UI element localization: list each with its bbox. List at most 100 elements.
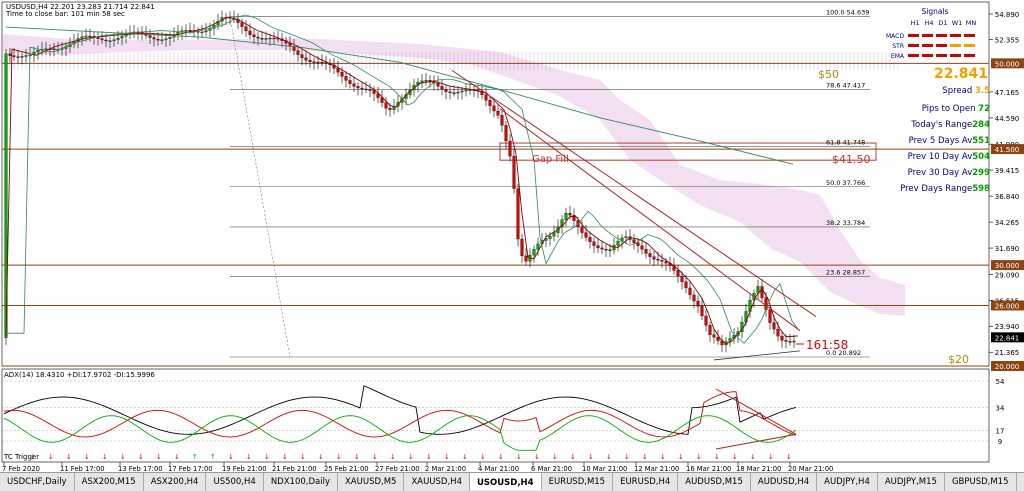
candle-body	[712, 334, 716, 338]
candle-body	[788, 341, 792, 343]
candle-body	[148, 35, 152, 38]
candle-body	[592, 241, 596, 246]
candle-body	[700, 306, 704, 317]
today-label: Today's Range	[911, 120, 973, 130]
candle-body	[560, 219, 564, 227]
candle-body	[372, 90, 376, 94]
candle-body	[36, 50, 40, 53]
candle-body	[116, 37, 120, 40]
signal-indicator	[936, 54, 947, 57]
price-axis-label: 20.000	[995, 363, 1020, 371]
candle-body	[580, 226, 584, 233]
signals-column-w1: W1	[952, 19, 963, 27]
price-axis-label: 47.165	[995, 89, 1020, 97]
fibonacci-levels: 100.0 54.639 78.6 47.417 61.8 41.748 50.0 3…	[229, 9, 870, 358]
prev5-label: Prev 5 Days Av	[908, 136, 973, 146]
signal-indicator	[964, 44, 975, 47]
candle-body	[692, 294, 696, 302]
chart-tab[interactable]: US500,H4	[206, 473, 264, 491]
signal-indicator	[908, 44, 919, 47]
signals-column-h1: H1	[910, 19, 919, 27]
trigger-down-arrow: ↓	[606, 453, 612, 461]
signal-indicator	[908, 54, 919, 57]
chart-tab[interactable]: EURUSD,M15	[542, 473, 614, 491]
adx-axis-label: 9	[998, 438, 1002, 446]
candle-body	[52, 48, 56, 50]
chart-tab[interactable]: XAUUSD,H4	[404, 473, 470, 491]
time-axis-label: 27 Feb 21:00	[375, 465, 420, 473]
candle-body	[656, 259, 660, 261]
candle-body	[8, 53, 12, 56]
candle-body	[84, 35, 88, 38]
price-axis-label: 54.890	[995, 11, 1020, 19]
spread-value: 3.5	[974, 86, 990, 96]
trigger-down-arrow: ↓	[588, 453, 594, 461]
chart-tab[interactable]: AUDUSD,H4	[751, 473, 818, 491]
fib-label: 0.0 20.892	[826, 349, 861, 357]
prev10-label: Prev 10 Day Av	[907, 152, 973, 162]
candle-body	[572, 215, 576, 221]
downtrend-line-inner	[499, 108, 801, 332]
signals-title: Signals	[922, 7, 949, 16]
adx-minus-di-line	[3, 391, 797, 438]
signal-indicator	[908, 34, 919, 37]
time-axis-label: 12 Mar 21:00	[634, 465, 679, 473]
chart-tab[interactable]: AUDUSD,M15	[678, 473, 751, 491]
trigger-down-arrow: ↓	[696, 453, 702, 461]
candle-body	[504, 125, 508, 142]
candle-body	[664, 261, 668, 264]
candle-body	[312, 61, 316, 63]
candle-body	[168, 37, 172, 39]
time-axis-label: 10 Mar 21:00	[582, 465, 627, 473]
candle-body	[296, 50, 300, 55]
chart-tab[interactable]: AUDJPY,H4	[817, 473, 878, 491]
candle-body	[80, 36, 84, 39]
chart-tab[interactable]: USDCHF,Daily	[0, 473, 75, 491]
candle-body	[708, 325, 712, 335]
candle-body	[596, 245, 600, 249]
candle-body	[420, 80, 424, 83]
trigger-down-arrow: ↓	[426, 453, 432, 461]
trigger-down-arrow: ↓	[120, 453, 126, 461]
candle-body	[108, 40, 112, 42]
candle-body	[624, 236, 628, 239]
candle-body	[524, 255, 528, 262]
candle-body	[12, 55, 16, 57]
chart-tab[interactable]: AUDJPY,M15	[878, 473, 945, 491]
candle-body	[652, 256, 656, 260]
adx-plus-di-line	[3, 415, 797, 451]
time-axis-label: 21 Feb 21:00	[272, 465, 317, 473]
time-axis-label: 25 Feb 21:00	[324, 465, 369, 473]
candle-body	[600, 247, 604, 250]
time-axis-label: 19 Feb 21:00	[222, 465, 267, 473]
ema-fast-line	[5, 16, 799, 345]
price-axis-label: 52.355	[995, 37, 1020, 45]
chart-tab[interactable]: XAUUSD,M5	[338, 473, 405, 491]
time-axis-label: 7 Feb 2020	[2, 465, 40, 473]
fib-label: 78.6 47.417	[826, 81, 865, 89]
chart-tab[interactable]: NDX100,Daily	[264, 473, 338, 491]
chart-tab[interactable]: ASX200,H4	[144, 473, 207, 491]
candle-body	[252, 34, 256, 38]
chart-tab[interactable]: USOUSD,H4	[469, 473, 542, 490]
chart-tab[interactable]: EURUSD,H4	[613, 473, 679, 491]
chart-tab[interactable]: GBPUSD,M15	[945, 473, 1017, 491]
chart-tab[interactable]: ASX200,M15	[75, 473, 144, 491]
chart-tab[interactable]: GBPUSD,H4	[1017, 473, 1024, 491]
price-axis-label: 23.940	[995, 323, 1020, 331]
fib-label: 50.0 37.766	[826, 179, 865, 187]
price-axis-marker	[991, 332, 1024, 343]
candle-body	[512, 155, 516, 189]
trigger-down-arrow: ↓	[336, 453, 342, 461]
candle-body	[648, 253, 652, 257]
candle-body	[260, 38, 264, 40]
candle-body	[352, 83, 356, 87]
fib-label: 23.6 28.857	[826, 269, 865, 277]
time-axis-label: 4 Mar 21:00	[478, 465, 519, 473]
candle-body	[568, 213, 572, 216]
candle-body	[464, 89, 468, 92]
candle-body	[244, 26, 248, 32]
candle-body	[604, 248, 608, 251]
